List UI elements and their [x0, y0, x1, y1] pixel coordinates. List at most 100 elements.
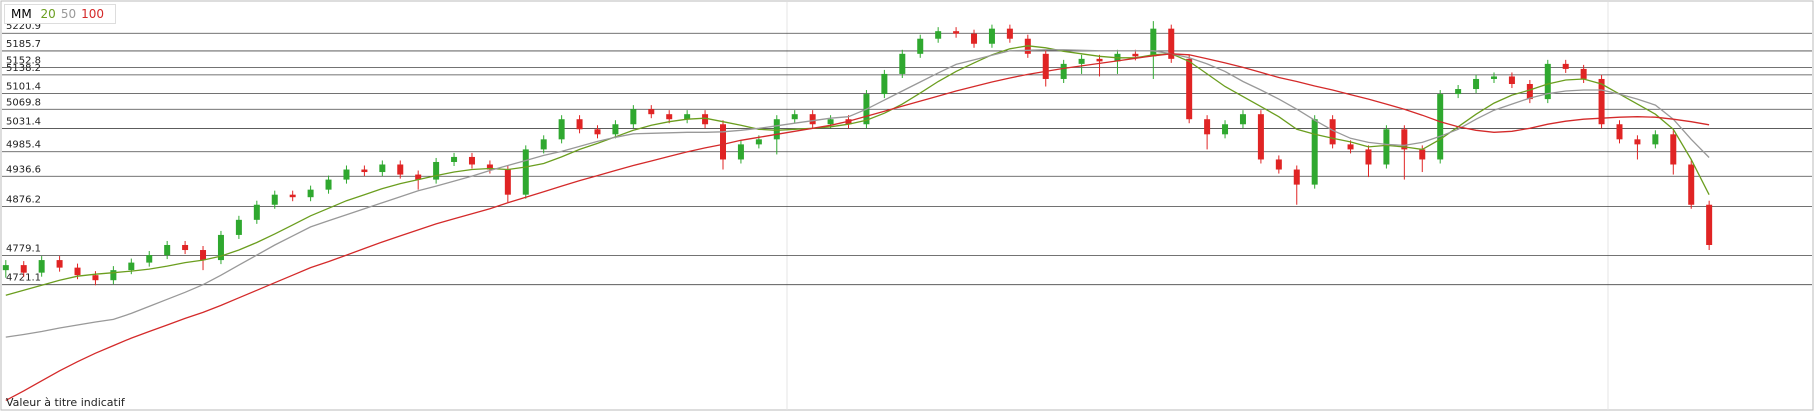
candle-body: [74, 267, 81, 276]
y-tick-label: 5185.7: [6, 39, 41, 50]
candle-body: [164, 244, 171, 256]
y-tick-label: 5031.4: [6, 117, 41, 128]
candle-body: [612, 124, 619, 135]
candle-body: [988, 28, 995, 44]
candle-body: [146, 255, 153, 263]
candle-body: [253, 204, 260, 220]
candle-body: [648, 109, 655, 115]
candle-body: [271, 194, 278, 205]
candle-body: [953, 31, 960, 34]
legend-item: 100: [81, 7, 105, 21]
candle-body: [307, 189, 314, 198]
candle-body: [2, 265, 9, 271]
moving-average-line: [5, 49, 1710, 338]
candle-body: [200, 250, 207, 261]
candle-body: [702, 114, 709, 125]
y-tick-label: 5220.9: [6, 21, 41, 32]
candle-body: [1508, 76, 1515, 85]
candle-body: [1526, 84, 1533, 100]
candle-body: [289, 194, 296, 198]
candle-body: [971, 33, 978, 44]
candle-body: [1222, 124, 1229, 135]
candle-body: [217, 234, 224, 261]
candle-body: [468, 156, 475, 165]
candle-body: [1042, 53, 1049, 79]
candle-body: [1132, 53, 1139, 57]
candle-body: [1473, 78, 1480, 90]
candle-body: [558, 119, 565, 140]
y-tick-label: 4876.2: [6, 195, 41, 206]
legend: MM 20 50 100: [4, 4, 117, 24]
candle-body: [1562, 63, 1569, 69]
candle-body: [899, 53, 906, 74]
candle-body: [1311, 119, 1318, 185]
candle-body: [1204, 119, 1211, 135]
candle-body: [1383, 129, 1390, 165]
candle-body: [235, 219, 242, 235]
candle-body: [415, 174, 422, 180]
candle-body: [1455, 89, 1462, 95]
candle-body: [1186, 58, 1193, 120]
candle-body: [1168, 28, 1175, 59]
candle-body: [1652, 134, 1659, 145]
candle-body: [666, 114, 673, 120]
legend-title: MM: [11, 7, 32, 21]
candle-body: [1239, 114, 1246, 125]
candle-body: [379, 164, 386, 173]
y-tick-label: 4936.6: [6, 164, 41, 175]
moving-average-line: [5, 45, 1710, 296]
candle-body: [755, 139, 762, 145]
candle-body: [576, 119, 583, 130]
candle-body: [110, 270, 117, 281]
candle-body: [1670, 134, 1677, 165]
y-tick-label: 4985.4: [6, 140, 41, 151]
candle-body: [1634, 139, 1641, 145]
y-tick-label: 4721.1: [6, 273, 41, 284]
candle-body: [935, 31, 942, 39]
candle-body: [773, 119, 780, 140]
candle-body: [1365, 149, 1372, 165]
candle-body: [1078, 58, 1085, 64]
candle-body: [1616, 124, 1623, 140]
candle-body: [504, 169, 511, 195]
candle-body: [1060, 63, 1067, 79]
candle-body: [182, 244, 189, 251]
candle-body: [737, 144, 744, 160]
candle-body: [540, 139, 547, 150]
candle-body: [1437, 94, 1444, 160]
candle-body: [38, 260, 45, 273]
candles: [2, 21, 1713, 286]
candle-body: [827, 119, 834, 125]
candle-body: [522, 149, 529, 195]
candle-body: [92, 275, 99, 281]
candle-body: [881, 73, 888, 95]
candle-body: [1401, 129, 1408, 150]
candle-body: [343, 169, 350, 180]
candle-body: [56, 260, 63, 268]
candle-body: [1006, 28, 1013, 39]
footnote: Valeur à titre indicatif: [6, 396, 125, 409]
candle-body: [1688, 164, 1695, 205]
candle-body: [1150, 28, 1157, 57]
candle-body: [1706, 204, 1713, 245]
candle-body: [1419, 149, 1426, 160]
legend-item: 50: [60, 7, 77, 21]
y-tick-label: 5069.8: [6, 97, 41, 108]
candle-body: [1293, 169, 1300, 185]
candle-body: [594, 129, 601, 135]
candle-body: [1598, 78, 1605, 125]
y-tick-label: 5152.8: [6, 56, 41, 67]
y-tick-label: 5138.2: [6, 63, 41, 74]
candle-body: [128, 262, 135, 271]
candle-body: [1096, 58, 1103, 62]
candle-body: [630, 109, 637, 125]
candle-body: [486, 164, 493, 170]
candle-body: [791, 114, 798, 120]
candle-body: [433, 161, 440, 180]
candle-body: [809, 114, 816, 125]
candle-body: [361, 169, 368, 173]
candle-body: [451, 156, 458, 162]
y-tick-label: 5101.4: [6, 81, 41, 92]
